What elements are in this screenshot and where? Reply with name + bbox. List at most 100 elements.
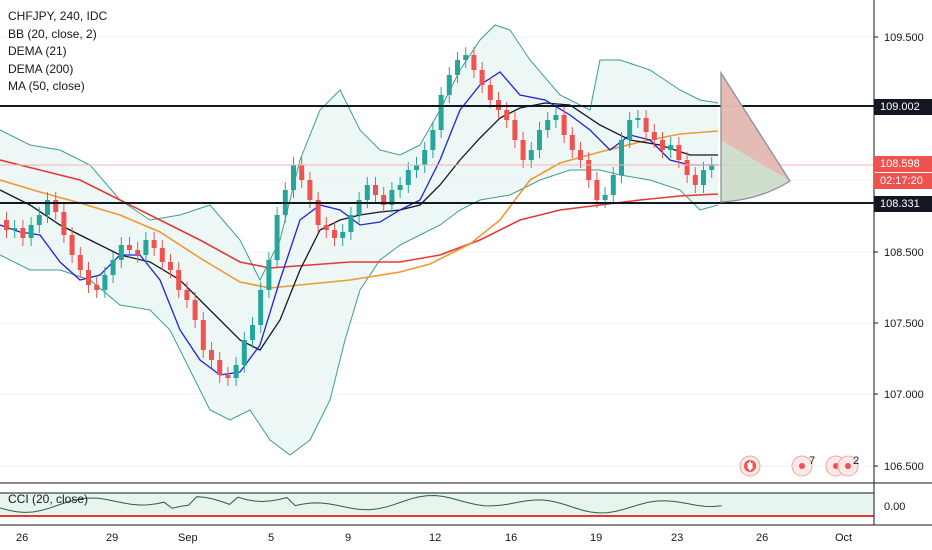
candle-body[interactable] — [438, 95, 444, 130]
candle-body[interactable] — [364, 185, 370, 200]
candle-body[interactable] — [356, 200, 362, 215]
candle-body[interactable] — [692, 175, 698, 185]
candle-body[interactable] — [643, 118, 649, 132]
candle-body[interactable] — [12, 228, 18, 230]
candle-body[interactable] — [446, 75, 452, 95]
candlesticks[interactable] — [4, 47, 715, 386]
candle-body[interactable] — [709, 165, 715, 170]
bb-legend-item[interactable]: BB (20, close, 2) — [8, 26, 97, 41]
candle-body[interactable] — [340, 232, 346, 238]
ma50-legend-item[interactable]: MA (50, close) — [8, 79, 85, 93]
candle-body[interactable] — [405, 170, 411, 185]
candle-body[interactable] — [676, 145, 682, 160]
candle-body[interactable] — [209, 350, 214, 360]
candle-body[interactable] — [610, 175, 616, 195]
candle-body[interactable] — [143, 240, 149, 255]
candle-body[interactable] — [578, 150, 583, 160]
event-markers[interactable]: 7 2 2 — [739, 455, 859, 477]
candle-body[interactable] — [217, 360, 223, 375]
symbol-label[interactable]: CHFJPY, 240, IDC — [8, 9, 108, 23]
candle-body[interactable] — [684, 160, 690, 175]
candle-body[interactable] — [94, 285, 100, 290]
candle-body[interactable] — [45, 200, 50, 215]
candle-body[interactable] — [250, 325, 255, 340]
candle-body[interactable] — [135, 250, 141, 255]
candle-body[interactable] — [602, 195, 608, 200]
candle-body[interactable] — [192, 300, 198, 320]
candle-body[interactable] — [553, 115, 559, 120]
candle-body[interactable] — [463, 55, 469, 60]
candle-body[interactable] — [110, 260, 116, 275]
candle-body[interactable] — [77, 255, 83, 270]
candle-body[interactable] — [127, 245, 132, 250]
candle-body[interactable] — [274, 215, 280, 260]
candle-body[interactable] — [545, 120, 551, 130]
candle-body[interactable] — [69, 235, 75, 255]
candle-body[interactable] — [504, 110, 510, 120]
candle-body[interactable] — [332, 230, 337, 238]
candle-body[interactable] — [36, 215, 42, 225]
candle-body[interactable] — [307, 180, 313, 200]
candle-body[interactable] — [586, 160, 592, 180]
time-axis[interactable]: 26 29 Sep 5 9 12 16 19 23 26 Oct — [16, 532, 852, 544]
candle-body[interactable] — [561, 115, 567, 135]
candle-body[interactable] — [512, 120, 518, 140]
candle-body[interactable] — [61, 212, 67, 235]
indicator-legend[interactable]: CHFJPY, 240, IDC BB (20, close, 2) DEMA … — [8, 8, 107, 96]
candle-body[interactable] — [86, 270, 91, 285]
dema200-legend-item[interactable]: DEMA (200) — [8, 61, 74, 76]
candle-body[interactable] — [233, 365, 239, 378]
candle-body[interactable] — [397, 185, 403, 190]
candle-body[interactable] — [381, 195, 387, 205]
price-axis[interactable]: 109.500 108.500 107.500 107.000 106.500 … — [874, 32, 924, 513]
event-dot-icon[interactable] — [837, 455, 859, 477]
candle-body[interactable] — [627, 120, 633, 140]
candle-body[interactable] — [159, 248, 165, 262]
candle-body[interactable] — [389, 190, 395, 205]
candle-body[interactable] — [323, 225, 329, 230]
candle-body[interactable] — [348, 215, 354, 232]
dema21-legend-item[interactable]: DEMA (21) — [8, 44, 67, 58]
candle-body[interactable] — [660, 140, 665, 150]
candle-body[interactable] — [455, 60, 460, 75]
candle-body[interactable] — [422, 150, 428, 165]
candle-body[interactable] — [471, 55, 477, 70]
candle-body[interactable] — [28, 225, 34, 238]
candle-body[interactable] — [118, 245, 124, 260]
candle-body[interactable] — [635, 118, 641, 120]
candle-body[interactable] — [102, 275, 108, 290]
candle-body[interactable] — [151, 240, 157, 248]
candle-body[interactable] — [184, 290, 190, 300]
candle-body[interactable] — [291, 165, 296, 190]
candle-body[interactable] — [241, 340, 247, 365]
candle-body[interactable] — [668, 145, 674, 150]
candle-body[interactable] — [53, 200, 59, 212]
candle-body[interactable] — [315, 200, 321, 225]
candle-body[interactable] — [266, 260, 272, 290]
candle-body[interactable] — [479, 70, 485, 85]
candle-body[interactable] — [569, 135, 575, 150]
candle-body[interactable] — [176, 270, 182, 290]
candle-body[interactable] — [168, 262, 173, 270]
candle-body[interactable] — [520, 140, 526, 160]
candle-body[interactable] — [414, 165, 419, 170]
candle-body[interactable] — [594, 180, 600, 200]
candle-body[interactable] — [528, 150, 534, 160]
cci-legend-item[interactable]: CCI (20, close) — [8, 492, 89, 506]
candle-body[interactable] — [537, 130, 542, 150]
candle-body[interactable] — [225, 375, 231, 378]
candle-body[interactable] — [701, 170, 706, 185]
candle-body[interactable] — [20, 228, 26, 238]
candle-body[interactable] — [4, 220, 9, 230]
candle-body[interactable] — [619, 140, 624, 175]
candle-body[interactable] — [200, 320, 206, 350]
candle-body[interactable] — [373, 185, 378, 195]
candle-body[interactable] — [651, 132, 657, 140]
candle-body[interactable] — [299, 165, 305, 180]
event-dot-icon[interactable] — [791, 455, 813, 477]
candle-body[interactable] — [258, 290, 264, 325]
candle-body[interactable] — [487, 85, 493, 100]
plus-circle-icon[interactable] — [739, 455, 761, 477]
candle-body[interactable] — [430, 130, 436, 150]
